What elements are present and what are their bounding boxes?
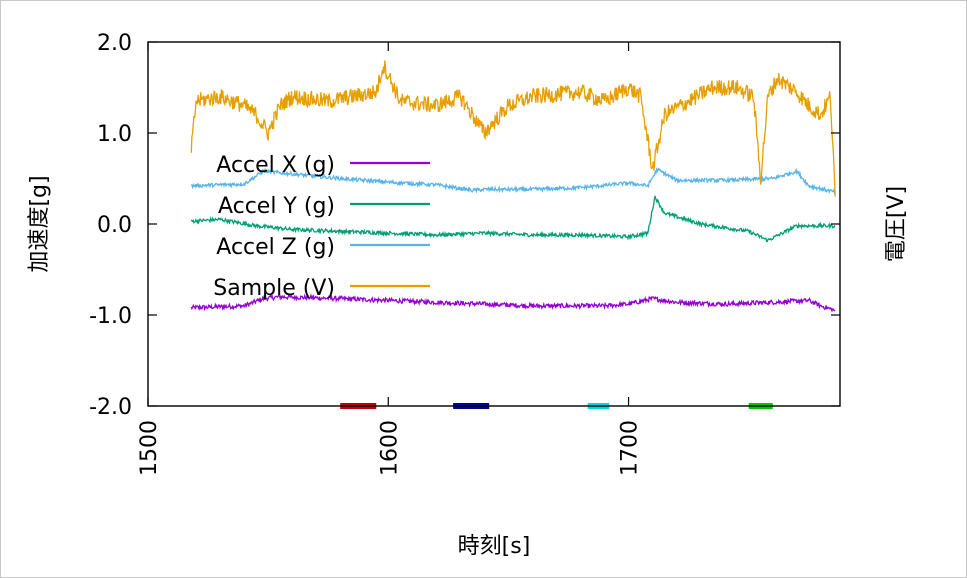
y-tick-label: -2.0 bbox=[89, 395, 132, 420]
y2-axis-label: 電圧[V] bbox=[884, 186, 909, 262]
y-tick-label: 2.0 bbox=[97, 31, 132, 56]
series-layer bbox=[190, 60, 836, 312]
series-line-1 bbox=[190, 195, 836, 243]
series-line-3 bbox=[190, 60, 836, 197]
x-tick-label: 1500 bbox=[137, 420, 162, 476]
legend-label-accel-y: Accel Y (g) bbox=[218, 194, 335, 219]
legend-label-sample: Sample (V) bbox=[213, 276, 335, 301]
x-tick-label: 1700 bbox=[618, 420, 643, 476]
x-axis-label: 時刻[s] bbox=[458, 534, 531, 559]
y-tick-label: 0.0 bbox=[97, 213, 132, 238]
series-line-2 bbox=[190, 166, 836, 195]
legend-label-accel-x: Accel X (g) bbox=[216, 153, 335, 178]
y-tick-label: -1.0 bbox=[89, 304, 132, 329]
legend: Accel X (g) Accel Y (g) Accel Z (g) Samp… bbox=[213, 153, 430, 301]
y-axis-label: 加速度[g] bbox=[27, 175, 52, 272]
x-tick-label: 1600 bbox=[377, 420, 402, 476]
y-tick-label: 1.0 bbox=[97, 122, 132, 147]
legend-label-accel-z: Accel Z (g) bbox=[216, 235, 335, 260]
series-line-0 bbox=[190, 293, 836, 312]
